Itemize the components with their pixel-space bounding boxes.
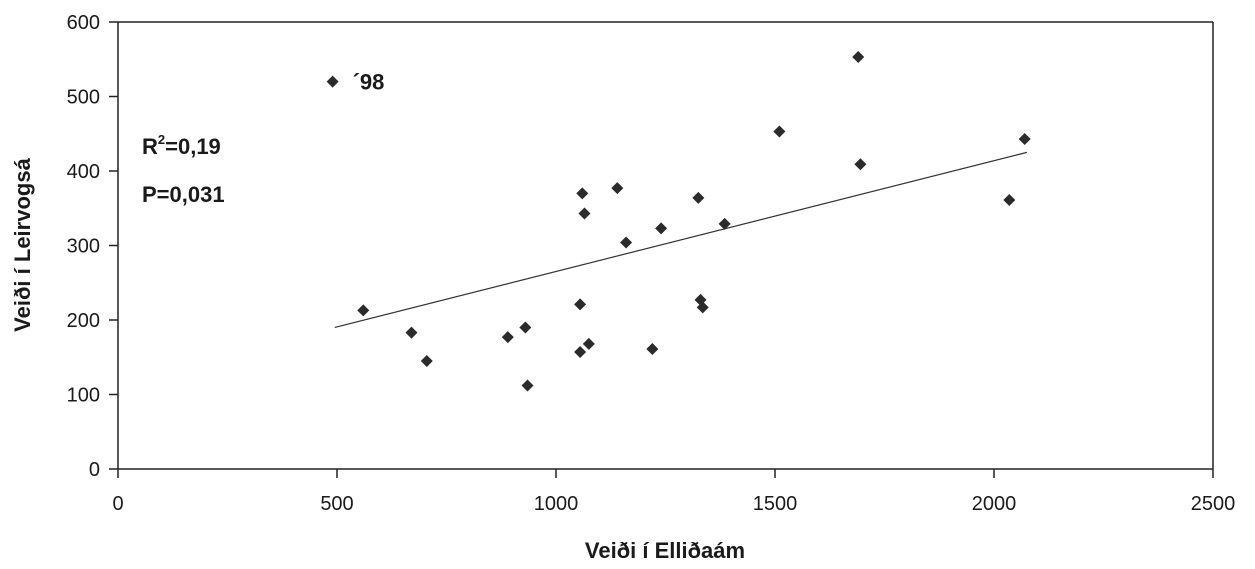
data-point <box>611 182 624 195</box>
data-point <box>692 191 705 204</box>
y-tick-label: 100 <box>67 385 100 407</box>
plot-area <box>117 21 1214 470</box>
y-tick-label: 500 <box>67 87 100 109</box>
data-point <box>852 51 865 64</box>
r-squared-superscript: 2 <box>158 132 165 147</box>
y-axis-title: Veiði í Leirvogsá <box>10 157 35 331</box>
data-point <box>326 75 339 88</box>
r-squared-base: R <box>142 134 158 159</box>
r-squared-value: =0,19 <box>165 134 221 159</box>
p-value-annotation: P=0,031 <box>142 182 225 207</box>
data-point <box>696 301 709 314</box>
data-point <box>582 337 595 350</box>
trendline-group <box>334 151 1027 329</box>
x-axis-title: Veiði í Elliðaám <box>585 538 745 563</box>
data-point <box>519 321 532 334</box>
x-tick-label: 1000 <box>534 493 579 515</box>
data-point <box>521 379 534 392</box>
data-point <box>405 326 418 339</box>
data-point <box>501 331 514 344</box>
data-point <box>576 187 589 200</box>
x-tick-label: 1500 <box>753 493 798 515</box>
r-squared-annotation: R2=0,19 <box>142 132 221 159</box>
x-tick-label: 2000 <box>972 493 1017 515</box>
x-axis-ticks: 0 500 1000 1500 2000 2500 <box>112 469 1235 515</box>
data-point <box>357 304 370 317</box>
data-point <box>574 346 587 359</box>
point-labels: ´98 <box>353 70 385 95</box>
data-point <box>620 236 633 249</box>
data-point <box>1003 194 1016 207</box>
data-point <box>578 207 591 220</box>
y-tick-label: 600 <box>67 12 100 34</box>
data-point <box>574 298 587 311</box>
x-tick-label: 500 <box>320 493 353 515</box>
data-points <box>326 51 1031 392</box>
y-axis-ticks: 0 100 200 300 400 500 600 <box>67 12 118 481</box>
data-point <box>854 158 867 171</box>
y-tick-label: 200 <box>67 310 100 332</box>
data-point <box>718 217 731 230</box>
data-point <box>646 343 659 356</box>
y-tick-label: 400 <box>67 161 100 183</box>
x-tick-label: 0 <box>112 493 123 515</box>
y-tick-label: 300 <box>67 236 100 258</box>
data-point <box>655 222 668 235</box>
data-point <box>420 354 433 367</box>
data-point <box>773 125 786 138</box>
trendline <box>334 151 1027 329</box>
data-point <box>1018 132 1031 145</box>
point-label: ´98 <box>353 70 385 95</box>
y-tick-label: 0 <box>89 459 100 481</box>
x-tick-label: 2500 <box>1191 493 1236 515</box>
